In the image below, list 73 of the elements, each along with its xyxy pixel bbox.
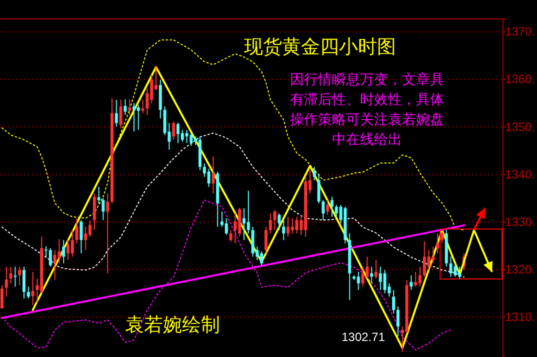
candlestick [136, 104, 140, 130]
candlestick [330, 196, 334, 218]
candlestick [80, 220, 83, 254]
candlestick [432, 246, 435, 264]
candlestick [454, 262, 457, 278]
candlestick [396, 306, 400, 338]
candlestick [317, 173, 320, 204]
candlestick [124, 98, 127, 116]
candlestick [229, 230, 232, 242]
candlestick [75, 218, 78, 244]
candlestick [185, 129, 188, 144]
candlestick [31, 271, 34, 306]
candlestick [26, 286, 30, 300]
candlestick [322, 200, 325, 221]
candlestick [251, 226, 254, 258]
candlestick [207, 168, 210, 188]
candlestick [427, 250, 430, 271]
candlestick [410, 274, 413, 290]
candlestick [58, 238, 61, 264]
candlestick [366, 256, 369, 280]
candlestick [212, 156, 215, 194]
candlestick [449, 256, 452, 278]
candlestick [70, 230, 74, 258]
candlestick [436, 232, 440, 254]
candlestick [392, 289, 396, 314]
candlestick [190, 132, 193, 146]
candlestick [264, 226, 268, 254]
candlestick [92, 192, 96, 231]
candlestick [312, 166, 316, 181]
candlestick [114, 99, 118, 127]
y-tick-label: 1310. [505, 310, 536, 324]
candlestick [234, 212, 237, 244]
line-series [2, 132, 464, 278]
y-tick-label: 1330. [505, 214, 536, 229]
candlestick [374, 260, 378, 280]
candlestick [102, 198, 105, 221]
text: 因行情瞬息万变，文章具有滞后性、时效性，具体操作策略可关注袁若婉盘中在线给出 [290, 72, 444, 148]
candlestick [4, 266, 8, 298]
candlestick [278, 212, 281, 231]
candlestick [326, 200, 330, 216]
candlestick [268, 212, 272, 234]
annotation: 1302.71 [342, 330, 386, 344]
candlestick [356, 271, 360, 290]
candlestick [48, 248, 52, 268]
y-tick-label: 1350. [505, 120, 536, 134]
y-tick-label: 1340. [505, 167, 536, 182]
candlestick [119, 99, 122, 129]
candlestick [383, 270, 386, 294]
candlestick [22, 266, 26, 300]
candlestick [295, 216, 298, 234]
candlestick [361, 266, 364, 288]
candlestick [14, 266, 17, 288]
candlestick [9, 266, 12, 284]
candlestick [0, 284, 4, 310]
candlestick [62, 240, 66, 264]
candlestick [53, 250, 56, 280]
candlestick [18, 266, 22, 286]
y-tick-label: 1370. [505, 24, 536, 39]
candlestick [414, 271, 418, 288]
candlestick [84, 226, 88, 251]
candlestick [224, 218, 228, 236]
y-tick-label: 1360. [505, 72, 536, 86]
text: 现货黄金四小时图 [244, 37, 396, 58]
candlestick [106, 192, 110, 274]
annotation: 袁若婉绘制 [125, 315, 220, 336]
y-tick-label: 1320. [505, 262, 536, 276]
candlestick [273, 210, 276, 231]
candlestick [370, 266, 374, 284]
candlestick [246, 190, 250, 234]
candlestick [440, 231, 444, 244]
candlestick [282, 220, 286, 241]
candlestick [172, 121, 176, 140]
candlestick [128, 98, 132, 116]
